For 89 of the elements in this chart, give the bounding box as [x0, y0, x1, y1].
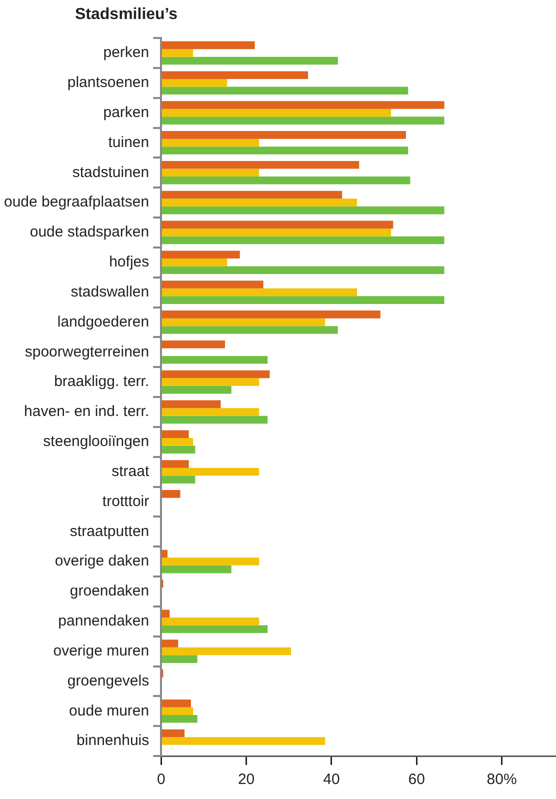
y-tick-label: overige daken [54, 552, 150, 570]
x-tick-label: 80% [486, 771, 517, 788]
bar [162, 190, 342, 199]
bar [162, 318, 326, 326]
bar [162, 370, 270, 378]
bar [162, 41, 255, 50]
bar [162, 610, 170, 618]
bar [162, 168, 260, 177]
bar [162, 430, 189, 438]
bar [162, 737, 326, 745]
y-tick-label: trotttoir [102, 492, 150, 510]
y-tick-label: tuinen [108, 134, 150, 151]
bar [162, 236, 444, 244]
y-tick-label: parken [103, 104, 150, 121]
y-tick-label: pannendaken [58, 612, 150, 630]
bar [162, 138, 260, 147]
bar [162, 640, 178, 648]
y-tick-label: hofjes [109, 254, 150, 271]
bar [162, 647, 291, 656]
bar [162, 108, 392, 117]
bar [162, 116, 444, 124]
y-tick-label: oude muren [69, 702, 150, 720]
bar [162, 250, 240, 258]
bar [162, 296, 444, 304]
y-tick-label: straatputten [70, 522, 150, 540]
bar [162, 266, 444, 274]
bar [162, 468, 260, 476]
x-tick-label: 60 [408, 771, 425, 788]
bar [162, 146, 408, 154]
bar [162, 490, 180, 498]
y-tick-label: landgoederen [57, 313, 150, 330]
bar [162, 56, 338, 65]
y-tick-label: stadswallen [70, 283, 150, 300]
bar [162, 310, 380, 318]
chart-title: Stadsmilieu’s [75, 6, 178, 24]
y-tick-label: plantsoenen [67, 74, 150, 92]
bar [162, 356, 268, 364]
bar [162, 386, 232, 394]
bar [162, 378, 260, 386]
bar [162, 625, 268, 634]
x-tick-label: 20 [238, 771, 255, 788]
y-tick-label: oude stadsparken [30, 224, 150, 241]
bar [162, 326, 338, 334]
bar [162, 86, 408, 95]
bar [162, 446, 196, 454]
y-tick-label: braakligg. terr. [54, 373, 150, 390]
bar [162, 280, 264, 288]
bar [162, 476, 196, 484]
y-tick-label: haven- en ind. terr. [24, 403, 150, 420]
y-tick-label: groendaken [70, 582, 150, 600]
bar [162, 160, 360, 169]
y-tick-label: spoorwegterreinen [24, 343, 150, 360]
bar [162, 408, 260, 416]
bar [162, 699, 191, 708]
bar [162, 655, 198, 663]
y-tick-label: straat [112, 462, 150, 480]
x-tick-label: 40 [323, 771, 340, 788]
y-tick-label: stadstuinen [72, 164, 150, 181]
y-tick-label: groengevels [67, 672, 150, 690]
bar [162, 131, 406, 139]
bar [162, 617, 260, 626]
bar [162, 228, 392, 236]
bar [162, 460, 189, 468]
bar [162, 416, 268, 424]
x-tick-label: 0 [156, 771, 166, 788]
bar [162, 438, 194, 446]
bar [162, 78, 228, 87]
bar [162, 400, 221, 408]
bar [162, 715, 198, 723]
bar [162, 206, 444, 214]
bar [162, 558, 260, 566]
y-tick-label: overige muren [53, 642, 150, 660]
bar [162, 729, 185, 738]
bar [162, 340, 225, 348]
y-tick-label: oude begraafplaatsen [4, 194, 150, 211]
y-tick-label: perken [103, 44, 150, 62]
bar [162, 49, 194, 57]
bar [162, 550, 168, 558]
bar [162, 71, 308, 79]
bar [162, 707, 194, 716]
bar [162, 258, 228, 266]
bar [162, 288, 357, 296]
bar [162, 220, 394, 229]
bar [162, 101, 444, 109]
y-tick-label: binnenhuis [76, 732, 150, 750]
bar [162, 198, 357, 206]
bar [162, 176, 410, 184]
bar [162, 565, 232, 574]
y-tick-label: steenglooiïngen [43, 433, 150, 450]
